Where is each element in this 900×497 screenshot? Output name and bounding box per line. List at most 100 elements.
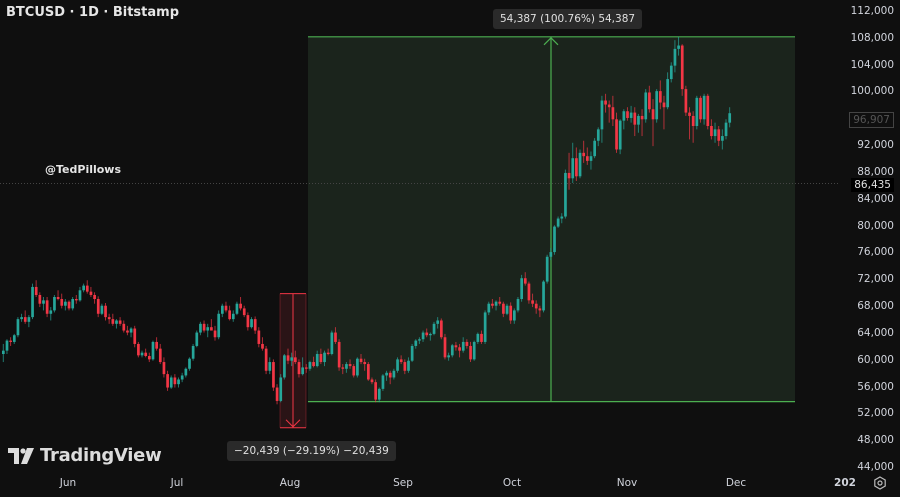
candle: [162, 357, 166, 378]
candle: [202, 320, 206, 333]
price-tick-label: 108,000: [850, 31, 894, 44]
candle: [509, 302, 513, 324]
candle: [615, 112, 618, 153]
candle: [34, 280, 38, 298]
candle: [724, 119, 728, 140]
candle: [315, 350, 319, 368]
candle: [122, 320, 126, 333]
candle: [359, 354, 363, 365]
candle: [2, 343, 5, 363]
candle: [224, 301, 228, 313]
candle: [721, 129, 724, 150]
candle: [5, 339, 9, 355]
candle: [56, 290, 60, 301]
settings-icon[interactable]: [873, 476, 887, 490]
candle: [578, 149, 582, 179]
candle: [304, 364, 308, 373]
candle: [151, 340, 155, 361]
candle: [429, 332, 432, 341]
candle: [680, 44, 684, 96]
candle: [100, 303, 104, 316]
candle: [695, 95, 699, 130]
candle: [341, 364, 345, 375]
candle: [421, 330, 425, 342]
arrow-up-icon: [543, 36, 559, 46]
candle: [677, 36, 680, 56]
candle: [640, 109, 644, 137]
candle: [148, 352, 151, 363]
last-price-tag: 96,907: [849, 112, 894, 128]
candle: [356, 357, 359, 378]
candle: [651, 99, 655, 147]
candle: [553, 225, 556, 255]
candle: [659, 80, 662, 110]
time-tick-label: Oct: [502, 477, 522, 489]
candle: [89, 286, 93, 298]
candle: [294, 350, 297, 365]
author-watermark: @TedPillows: [45, 163, 122, 176]
candle: [502, 301, 505, 318]
candle: [195, 330, 199, 348]
candle: [648, 85, 651, 113]
candle: [702, 93, 706, 125]
tradingview-wordmark: TradingView: [40, 445, 162, 466]
candle: [374, 379, 377, 403]
candle: [688, 107, 691, 140]
candle: [575, 147, 578, 181]
candle: [407, 357, 410, 373]
candle: [629, 105, 633, 123]
candle: [279, 374, 283, 403]
candle: [169, 375, 173, 389]
price-tick-label: 48,000: [857, 434, 894, 447]
candle: [414, 339, 418, 349]
price-tick-label: 60,000: [857, 353, 894, 366]
candle: [228, 305, 231, 321]
candle: [60, 293, 64, 309]
candle: [589, 151, 593, 170]
candle: [498, 297, 502, 306]
price-tick-label: 52,000: [857, 407, 894, 420]
candle: [571, 142, 575, 184]
candle: [403, 359, 407, 375]
price-tick-label: 84,000: [857, 192, 894, 205]
candle: [264, 345, 268, 375]
candle: [418, 337, 421, 344]
candle: [564, 169, 567, 219]
candle: [710, 119, 713, 140]
price-tick-label: 64,000: [857, 326, 894, 339]
candle: [261, 337, 264, 351]
candle: [538, 305, 542, 318]
candle: [75, 294, 78, 304]
candle: [593, 138, 596, 159]
candle: [301, 357, 304, 376]
candle: [283, 354, 286, 380]
time-tick-label: Jul: [170, 477, 184, 489]
candle: [144, 348, 148, 358]
candle: [93, 292, 96, 304]
candle: [330, 330, 334, 356]
candle: [173, 374, 177, 388]
candle: [728, 107, 732, 128]
candle: [388, 370, 392, 385]
candle: [447, 352, 450, 361]
candle: [396, 357, 399, 373]
time-tick-label: Sep: [393, 477, 413, 489]
candle: [242, 305, 246, 318]
candle: [476, 332, 480, 344]
candle: [582, 140, 586, 163]
candle: [345, 362, 348, 373]
price-tick-label: 56,000: [857, 380, 894, 393]
candle: [67, 300, 71, 311]
candle: [78, 286, 82, 302]
candle: [465, 339, 469, 349]
candle: [38, 292, 42, 308]
candle: [527, 281, 531, 304]
candle: [111, 313, 115, 326]
candle: [381, 374, 385, 391]
candle: [107, 313, 111, 324]
symbol-title[interactable]: BTCUSD · 1D · Bitstamp: [6, 5, 179, 20]
candle: [158, 343, 162, 365]
candle: [534, 300, 538, 314]
